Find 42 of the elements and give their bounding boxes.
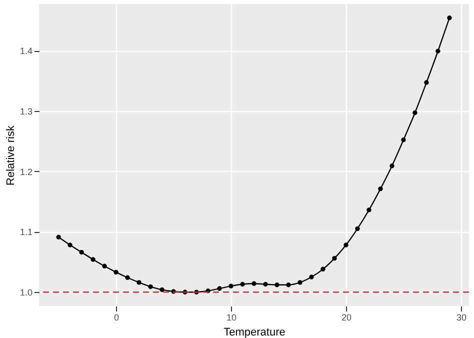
point xyxy=(355,226,360,232)
point xyxy=(436,48,440,54)
point xyxy=(286,282,291,288)
y-tick-label: 1.1 xyxy=(20,227,32,238)
point xyxy=(160,287,164,292)
y-tick-label: 1.3 xyxy=(20,106,32,116)
point xyxy=(309,274,314,280)
point xyxy=(401,138,406,142)
point xyxy=(136,280,142,285)
x-tick-label: 30 xyxy=(456,312,466,322)
point xyxy=(298,280,302,285)
x-tick-label: 20 xyxy=(341,312,352,322)
point xyxy=(90,257,96,262)
point xyxy=(114,270,118,275)
point xyxy=(378,186,383,192)
point xyxy=(56,234,61,240)
point xyxy=(344,242,348,248)
point xyxy=(240,282,245,287)
point xyxy=(447,16,452,20)
y-tick-label: 1.4 xyxy=(20,46,32,56)
point xyxy=(320,266,326,272)
point xyxy=(424,80,429,85)
point xyxy=(263,282,268,287)
point xyxy=(332,256,337,261)
y-tick-label: 1.0 xyxy=(20,288,32,298)
point xyxy=(79,250,84,255)
point xyxy=(366,208,372,212)
point xyxy=(102,264,107,268)
x-axis-title: Temperature xyxy=(224,326,286,338)
x-tick-label: 10 xyxy=(226,312,237,322)
point xyxy=(68,242,72,248)
point xyxy=(252,281,256,286)
point xyxy=(228,284,234,288)
x-tick-label: 0 xyxy=(114,312,120,322)
point xyxy=(148,284,153,290)
point xyxy=(217,286,222,291)
point xyxy=(412,110,418,116)
y-tick-label: 1.2 xyxy=(20,166,32,177)
point xyxy=(125,275,130,280)
point xyxy=(274,282,280,288)
y-axis-title: Relative risk xyxy=(4,125,17,186)
point xyxy=(390,164,394,168)
